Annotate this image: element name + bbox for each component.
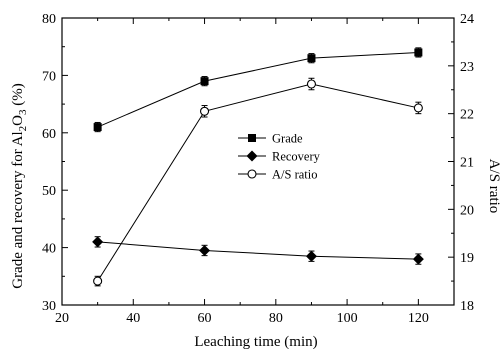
y-left-tick-label: 50 — [42, 184, 56, 199]
y-left-axis-title: Grade and recovery for Al2O3 (%) — [10, 83, 29, 289]
x-tick-label: 40 — [126, 311, 140, 326]
y-right-tick-label: 20 — [460, 203, 474, 218]
y-left-title-sub2: 3 — [17, 109, 29, 115]
ticks: 20 40 60 80 100 120 30 40 50 60 70 80 18 19 20 21 22 23 24 — [42, 12, 474, 326]
data-point-a-s-ratio — [413, 103, 423, 113]
legend-marker-a-s-ratio — [247, 169, 257, 179]
y-right-tick-label: 23 — [460, 60, 474, 75]
x-tick-label: 100 — [337, 311, 358, 326]
series-a-s-ratio — [93, 77, 423, 287]
y-right-tick-label: 24 — [460, 12, 474, 27]
y-right-tick-label: 18 — [460, 299, 474, 314]
y-right-axis-title: A/S ratio — [486, 159, 502, 214]
data-point-grade — [200, 77, 209, 86]
y-left-tick-label: 40 — [42, 242, 56, 257]
legend: Grade Recovery A/S ratio — [238, 132, 321, 182]
x-tick-label: 80 — [269, 311, 283, 326]
series-line-a-s-ratio — [97, 83, 419, 282]
data-point-a-s-ratio — [199, 106, 210, 116]
series-line-grade — [97, 51, 419, 128]
y-left-tick-label: 70 — [42, 69, 56, 84]
y-left-tick-label: 30 — [42, 299, 56, 314]
data-point-grade — [414, 48, 423, 57]
legend-label-a-s-ratio: A/S ratio — [272, 168, 317, 182]
data-point-a-s-ratio — [306, 79, 317, 89]
y-left-tick-label: 60 — [42, 127, 56, 142]
series-layer — [92, 47, 424, 287]
legend-label-recovery: Recovery — [272, 150, 321, 164]
y-left-title-sub1: 2 — [17, 126, 29, 132]
series-line-recovery — [97, 241, 419, 260]
y-right-tick-label: 19 — [460, 251, 474, 266]
axes — [61, 17, 455, 306]
legend-marker-grade — [248, 134, 256, 142]
y-left-title-mid: O — [10, 115, 26, 126]
x-tick-label: 60 — [198, 311, 212, 326]
y-left-title-prefix: Grade and recovery for Al — [10, 131, 26, 288]
x-axis-title: Leaching time (min) — [194, 334, 317, 349]
y-right-tick-label: 22 — [460, 108, 474, 123]
data-point-recovery — [412, 253, 424, 265]
data-point-grade — [93, 123, 102, 132]
x-tick-label: 20 — [55, 311, 69, 326]
x-tick-label: 120 — [408, 311, 429, 326]
y-left-title-suffix: (%) — [10, 83, 26, 109]
plot-frame — [61, 17, 455, 306]
data-point-grade — [307, 54, 316, 63]
y-left-tick-label: 80 — [42, 12, 56, 27]
y-right-tick-label: 21 — [460, 156, 474, 171]
series-recovery — [92, 236, 424, 265]
legend-marker-recovery — [246, 150, 258, 162]
data-point-recovery — [199, 244, 211, 256]
legend-label-grade: Grade — [272, 132, 303, 146]
data-point-a-s-ratio — [93, 276, 103, 286]
series-grade — [93, 47, 423, 133]
data-point-recovery — [305, 250, 317, 262]
data-point-recovery — [92, 236, 104, 248]
